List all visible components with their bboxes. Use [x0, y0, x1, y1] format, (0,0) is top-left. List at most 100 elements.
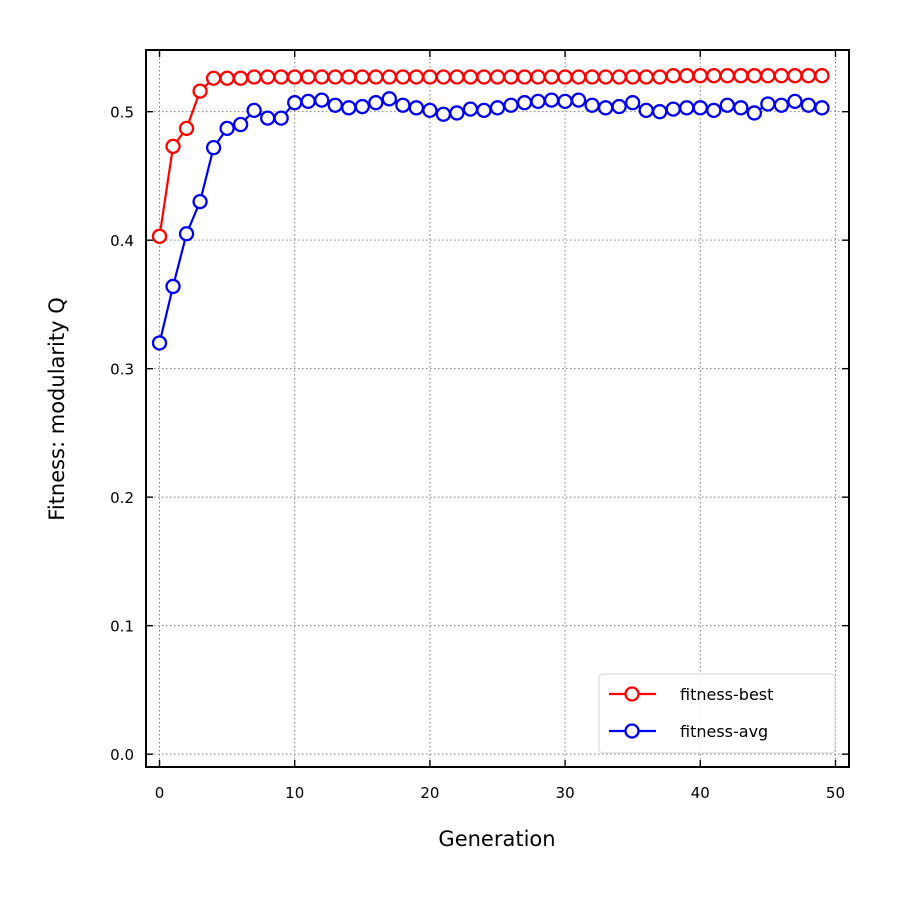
- data-point-fitness-avg: [746, 105, 763, 121]
- data-point-fitness-best: [395, 69, 411, 85]
- data-point-fitness-avg: [151, 335, 168, 351]
- data-point-fitness-avg: [260, 110, 276, 126]
- data-point-fitness-avg: [503, 97, 519, 113]
- data-point-fitness-avg: [584, 97, 600, 113]
- data-point-fitness-best: [638, 69, 654, 85]
- data-point-fitness-best: [692, 68, 708, 84]
- grid: [146, 50, 849, 767]
- data-point-fitness-avg: [611, 98, 627, 115]
- data-point-fitness-best: [503, 69, 519, 85]
- data-point-fitness-best: [746, 68, 763, 84]
- x-tick-label: 30: [556, 784, 575, 802]
- data-point-fitness-best: [760, 68, 776, 84]
- x-tick-label: 10: [285, 784, 304, 802]
- data-point-fitness-avg: [598, 100, 614, 116]
- data-point-fitness-avg: [638, 102, 654, 119]
- data-point-fitness-avg: [435, 106, 452, 122]
- axis-ticks: [146, 50, 849, 767]
- series-line-fitness-avg: [158, 97, 823, 344]
- data-point-fitness-best: [165, 138, 181, 155]
- x-tick-label: 0: [155, 784, 165, 802]
- data-point-fitness-best: [773, 68, 790, 84]
- y-tick-labels: 0.0 0.1 0.2 0.3 0.4 0.5: [110, 104, 134, 764]
- data-point-fitness-avg: [192, 193, 208, 210]
- data-point-fitness-avg: [489, 100, 506, 116]
- data-point-fitness-best: [232, 70, 249, 86]
- data-point-fitness-avg: [773, 97, 790, 113]
- data-point-fitness-avg: [570, 92, 587, 108]
- data-point-fitness-avg: [341, 100, 357, 116]
- data-point-fitness-best: [652, 69, 668, 85]
- data-point-fitness-avg: [178, 226, 195, 242]
- data-point-fitness-avg: [219, 120, 235, 137]
- x-tick-label: 40: [691, 784, 710, 802]
- data-point-fitness-avg: [665, 101, 681, 117]
- data-point-fitness-best: [178, 120, 195, 137]
- data-point-fitness-best: [598, 69, 614, 85]
- data-point-fitness-best: [665, 68, 681, 84]
- x-tick-labels: 0 10 20 30 40 50: [155, 784, 845, 802]
- data-point-fitness-best: [368, 69, 384, 85]
- data-point-fitness-avg: [381, 91, 398, 107]
- data-point-fitness-avg: [205, 140, 222, 156]
- data-point-fitness-best: [449, 69, 465, 85]
- y-tick-label: 0.2: [110, 489, 134, 507]
- data-point-fitness-best: [543, 69, 560, 85]
- legend-label-fitness-best: fitness-best: [680, 685, 773, 704]
- legend-marker-fitness-avg: [624, 723, 640, 739]
- data-point-fitness-best: [516, 69, 533, 85]
- plot-frame: [145, 49, 850, 768]
- data-point-fitness-best: [800, 68, 817, 84]
- data-point-fitness-best: [205, 70, 222, 86]
- data-point-fitness-best: [422, 69, 438, 85]
- data-point-fitness-best: [557, 69, 573, 85]
- data-point-fitness-best: [489, 69, 506, 85]
- data-point-fitness-best: [354, 69, 370, 85]
- data-point-fitness-avg: [246, 102, 262, 119]
- data-point-fitness-best: [273, 69, 289, 85]
- data-point-fitness-avg: [625, 95, 641, 111]
- data-point-fitness-best: [814, 68, 830, 84]
- data-point-fitness-avg: [692, 100, 708, 116]
- data-point-fitness-avg: [462, 101, 479, 117]
- data-point-fitness-avg: [787, 93, 803, 110]
- y-tick-label: 0.0: [110, 746, 134, 764]
- legend-box: [598, 673, 836, 754]
- data-point-fitness-best: [584, 69, 600, 85]
- data-point-fitness-avg: [287, 95, 303, 111]
- data-point-fitness-avg: [165, 278, 181, 295]
- data-point-fitness-best: [462, 69, 479, 85]
- data-point-fitness-best: [341, 69, 357, 85]
- data-point-fitness-avg: [543, 92, 560, 108]
- data-point-fitness-best: [314, 69, 330, 85]
- data-point-fitness-avg: [408, 100, 425, 116]
- data-point-fitness-avg: [706, 102, 722, 119]
- data-point-fitness-avg: [422, 102, 438, 119]
- data-point-fitness-best: [719, 68, 735, 84]
- y-axis-title: Fitness: modularity Q: [45, 297, 69, 520]
- data-point-fitness-best: [570, 69, 587, 85]
- legend-label-fitness-avg: fitness-avg: [680, 722, 768, 741]
- legend: fitness-best fitness-avg: [598, 673, 836, 754]
- data-point-fitness-best: [408, 69, 425, 85]
- data-point-fitness-avg: [530, 93, 546, 110]
- data-point-fitness-avg: [679, 100, 695, 116]
- x-tick-label: 20: [420, 784, 439, 802]
- data-point-fitness-best: [625, 69, 641, 85]
- data-point-fitness-best: [300, 69, 316, 85]
- data-point-fitness-avg: [449, 105, 465, 121]
- plot-series: [151, 68, 830, 351]
- data-point-fitness-best: [787, 68, 803, 84]
- data-point-fitness-best: [611, 69, 627, 85]
- data-point-fitness-avg: [652, 104, 668, 120]
- data-point-fitness-best: [679, 68, 695, 84]
- data-point-fitness-avg: [300, 93, 316, 110]
- data-point-fitness-best: [476, 69, 492, 85]
- data-point-fitness-best: [219, 70, 235, 86]
- data-point-fitness-avg: [314, 92, 330, 108]
- y-tick-label: 0.3: [110, 361, 134, 379]
- data-point-fitness-avg: [354, 98, 370, 115]
- data-point-fitness-avg: [232, 116, 249, 133]
- data-point-fitness-avg: [814, 100, 830, 116]
